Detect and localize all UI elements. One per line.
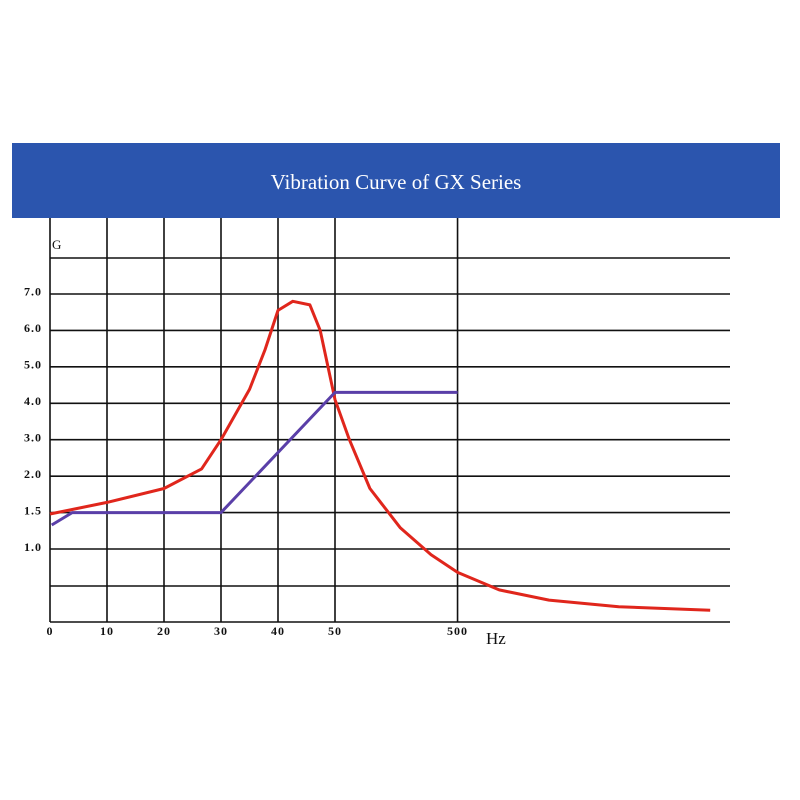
x-tick-label: 40 — [271, 624, 285, 638]
x-axis-label: Hz — [486, 629, 506, 648]
y-tick-label: 1.5 — [24, 503, 42, 517]
series-line — [49, 299, 711, 612]
title-bar — [12, 143, 780, 218]
x-tick-label: 10 — [100, 624, 114, 638]
x-tick-label: 500 — [447, 624, 468, 638]
y-tick-label: 7.0 — [24, 285, 42, 299]
y-tick-label: 6.0 — [24, 321, 42, 335]
x-tick-label: 30 — [214, 624, 228, 638]
series-line — [50, 390, 458, 527]
y-tick-label: 1.0 — [24, 540, 42, 554]
y-tick-label: 4.0 — [24, 394, 42, 408]
y-tick-label: 2.0 — [24, 467, 42, 481]
y-axis-label: G — [52, 237, 61, 252]
chart-title: Vibration Curve of GX Series — [271, 170, 522, 194]
y-tick-label: 5.0 — [24, 358, 42, 372]
y-tick-label: 3.0 — [24, 430, 42, 444]
x-tick-label: 50 — [328, 624, 342, 638]
x-tick-label: 20 — [157, 624, 171, 638]
x-tick-label: 0 — [47, 624, 54, 638]
